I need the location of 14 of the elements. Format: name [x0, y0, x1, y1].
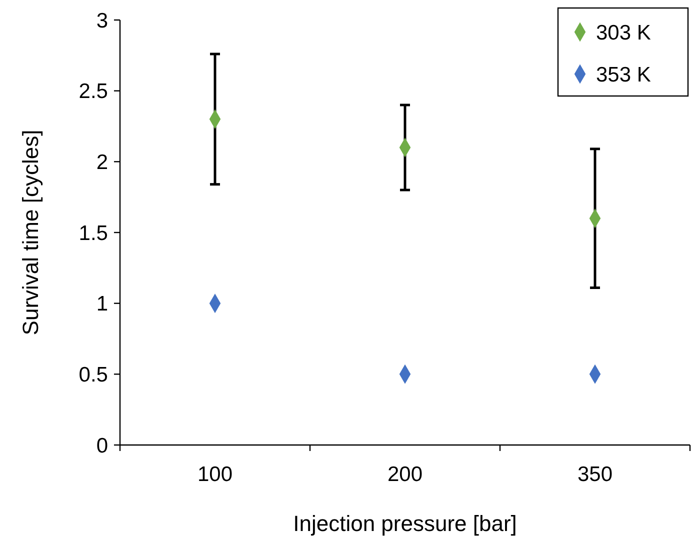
x-tick-label: 100	[197, 463, 233, 486]
legend-label: 303 K	[596, 21, 651, 44]
y-tick-label: 2	[96, 151, 108, 174]
legend-label: 353 K	[596, 63, 651, 86]
y-tick-label: 0	[96, 434, 108, 458]
x-axis-title: Injection pressure [bar]	[293, 511, 517, 536]
y-tick-label: 2.5	[78, 80, 108, 104]
y-axis-title: Survival time [cycles]	[18, 130, 43, 336]
y-tick-label: 1	[96, 292, 108, 316]
y-tick-label: 0.5	[78, 364, 108, 387]
x-tick-label: 200	[387, 463, 423, 486]
y-tick-label: 3	[96, 9, 108, 32]
x-tick-label: 350	[577, 463, 613, 486]
y-tick-label: 1.5	[78, 222, 108, 245]
